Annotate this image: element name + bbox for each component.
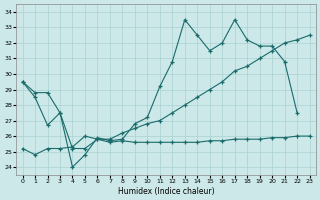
X-axis label: Humidex (Indice chaleur): Humidex (Indice chaleur) (118, 187, 214, 196)
